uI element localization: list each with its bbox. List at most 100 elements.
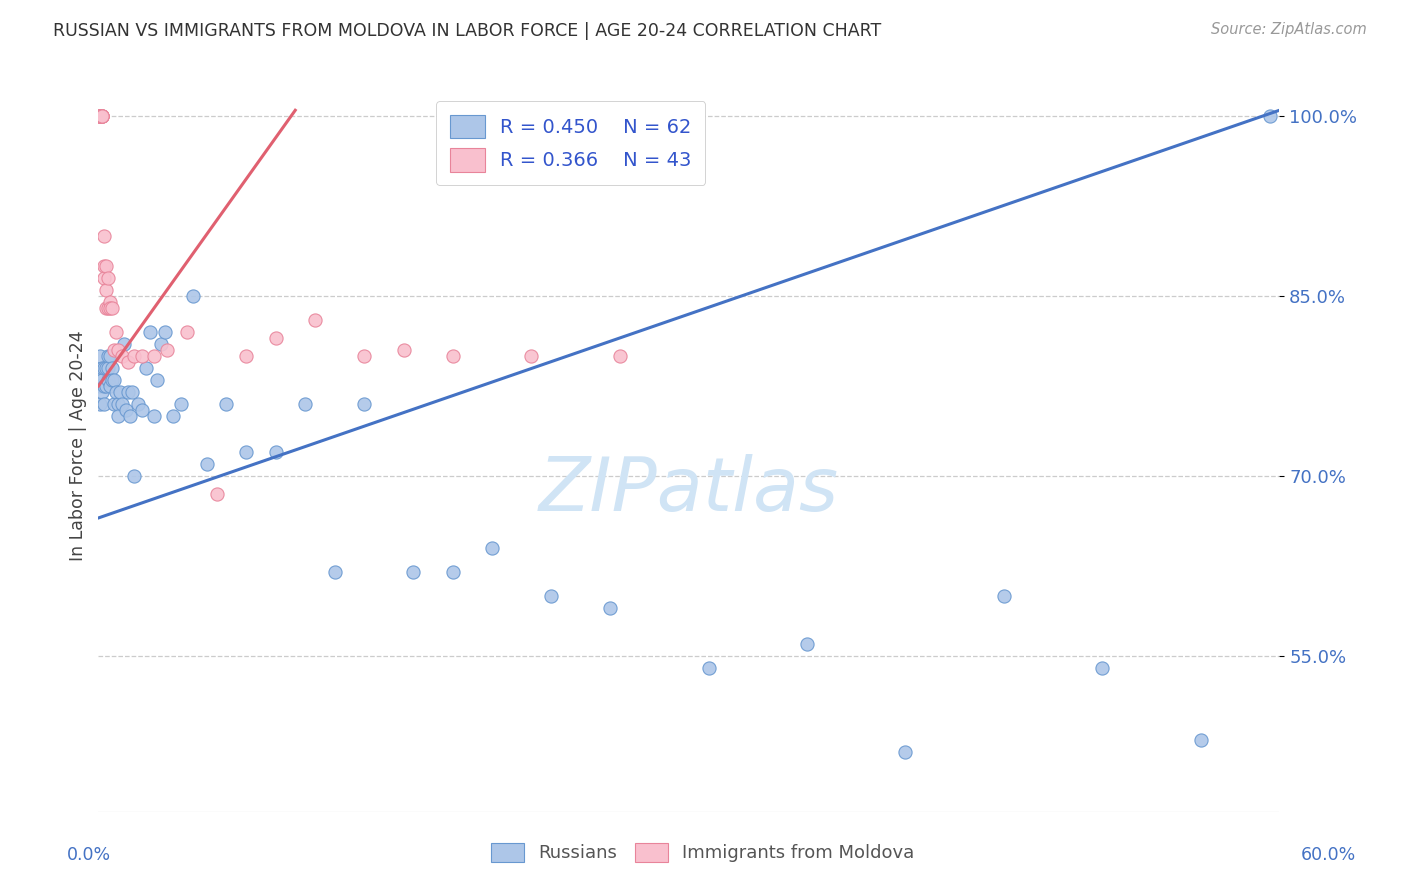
Point <box>117 385 139 400</box>
Point <box>215 397 238 411</box>
Point <box>402 565 425 579</box>
Point <box>93 379 115 393</box>
Point <box>96 283 118 297</box>
Point <box>162 409 184 423</box>
Point <box>481 541 503 555</box>
Point <box>91 385 114 400</box>
Point <box>96 379 118 393</box>
Point <box>894 745 917 759</box>
Point <box>131 403 153 417</box>
Point <box>107 409 129 423</box>
Point <box>441 565 464 579</box>
Point <box>101 373 124 387</box>
Point <box>392 343 415 357</box>
Point <box>176 325 198 339</box>
Point <box>89 397 111 411</box>
Point <box>103 397 125 411</box>
Point <box>89 109 111 123</box>
Legend: R = 0.450    N = 62, R = 0.366    N = 43: R = 0.450 N = 62, R = 0.366 N = 43 <box>436 101 706 186</box>
Point <box>115 403 138 417</box>
Point <box>441 349 464 363</box>
Point <box>170 397 193 411</box>
Point <box>127 397 149 411</box>
Point <box>135 361 157 376</box>
Point <box>91 109 114 123</box>
Point <box>103 373 125 387</box>
Point <box>93 259 115 273</box>
Point <box>98 295 121 310</box>
Point <box>353 397 375 411</box>
Point <box>97 349 120 363</box>
Point <box>93 229 115 244</box>
Point <box>142 349 165 363</box>
Point <box>91 373 114 387</box>
Point <box>93 271 115 285</box>
Point <box>156 343 179 357</box>
Point <box>796 637 818 651</box>
Point <box>112 337 135 351</box>
Point <box>97 271 120 285</box>
Point <box>609 349 631 363</box>
Point <box>155 325 177 339</box>
Point <box>89 349 111 363</box>
Point <box>91 109 114 123</box>
Point <box>89 109 111 123</box>
Point <box>103 343 125 357</box>
Point <box>108 385 131 400</box>
Point <box>520 349 543 363</box>
Text: RUSSIAN VS IMMIGRANTS FROM MOLDOVA IN LABOR FORCE | AGE 20-24 CORRELATION CHART: RUSSIAN VS IMMIGRANTS FROM MOLDOVA IN LA… <box>53 22 882 40</box>
Point <box>121 385 143 400</box>
Point <box>89 109 111 123</box>
Point <box>98 301 121 315</box>
Point <box>97 361 120 376</box>
Point <box>91 109 114 123</box>
Text: 60.0%: 60.0% <box>1301 846 1357 863</box>
Point <box>91 109 114 123</box>
Point <box>138 325 160 339</box>
Point <box>697 661 720 675</box>
Point <box>107 343 129 357</box>
Point <box>89 109 111 123</box>
Point <box>1091 661 1114 675</box>
Point <box>111 349 134 363</box>
Point <box>146 373 169 387</box>
Point <box>1189 732 1212 747</box>
Point <box>264 445 287 459</box>
Point <box>540 589 562 603</box>
Point <box>89 109 111 123</box>
Point <box>304 313 326 327</box>
Point <box>98 379 121 393</box>
Point <box>96 259 118 273</box>
Point <box>118 409 141 423</box>
Point <box>91 361 114 376</box>
Point <box>353 349 375 363</box>
Point <box>294 397 316 411</box>
Point <box>101 301 124 315</box>
Point <box>150 337 173 351</box>
Point <box>89 109 111 123</box>
Point <box>122 349 145 363</box>
Point <box>235 445 257 459</box>
Point <box>205 487 228 501</box>
Point <box>89 367 111 381</box>
Text: Source: ZipAtlas.com: Source: ZipAtlas.com <box>1211 22 1367 37</box>
Point <box>599 600 621 615</box>
Point <box>93 361 115 376</box>
Text: ZIPatlas: ZIPatlas <box>538 454 839 526</box>
Point <box>323 565 346 579</box>
Point <box>1258 109 1281 123</box>
Point <box>97 373 120 387</box>
Point <box>97 301 120 315</box>
Point <box>89 109 111 123</box>
Point <box>89 109 111 123</box>
Text: 0.0%: 0.0% <box>66 846 111 863</box>
Point <box>105 385 128 400</box>
Y-axis label: In Labor Force | Age 20-24: In Labor Force | Age 20-24 <box>69 331 87 561</box>
Legend: Russians, Immigrants from Moldova: Russians, Immigrants from Moldova <box>484 836 922 870</box>
Point <box>96 361 118 376</box>
Point <box>195 457 218 471</box>
Point <box>98 349 121 363</box>
Point <box>111 397 134 411</box>
Point <box>117 355 139 369</box>
Point <box>96 301 118 315</box>
